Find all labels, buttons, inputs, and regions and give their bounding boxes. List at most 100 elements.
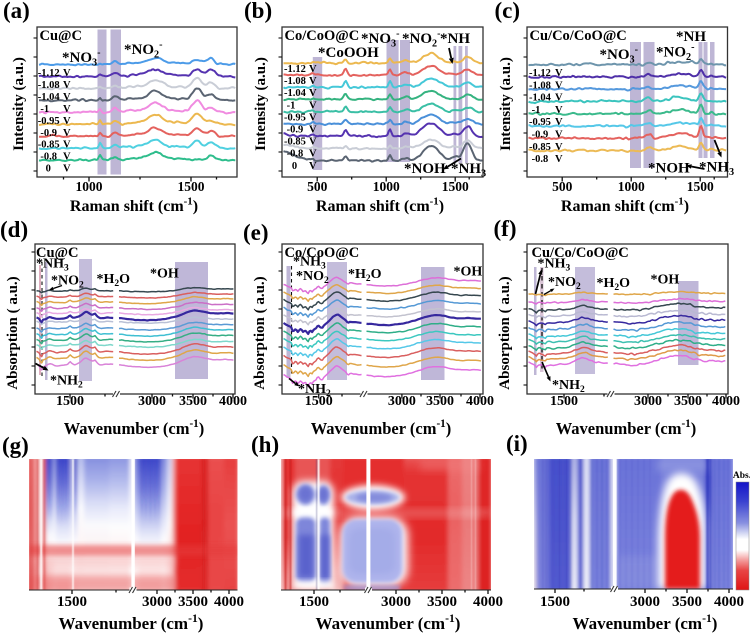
svg-text:3500: 3500 <box>426 394 454 409</box>
svg-text:*NH: *NH <box>440 31 470 47</box>
svg-text:Co/CoO@C: Co/CoO@C <box>285 28 360 44</box>
svg-text:Absorption ( a.u.): Absorption ( a.u.) <box>252 276 268 389</box>
svg-text:Raman shift (cm-1): Raman shift (cm-1) <box>561 195 689 215</box>
svg-text:1000: 1000 <box>618 179 645 194</box>
svg-text:-0.85V: -0.85 V <box>529 142 563 153</box>
svg-text:(h): (h) <box>251 432 279 457</box>
svg-text:*NO3-: *NO3- <box>361 29 400 50</box>
svg-text:Cu/Co/CoO@C: Cu/Co/CoO@C <box>530 28 627 44</box>
svg-text:(d): (d) <box>0 217 28 242</box>
svg-text:1500: 1500 <box>550 394 578 409</box>
svg-text:1500: 1500 <box>178 179 205 194</box>
svg-text:Wavenumber (cm-1): Wavenumber (cm-1) <box>64 418 205 438</box>
svg-text:Wavenumber (cm-1): Wavenumber (cm-1) <box>573 612 718 633</box>
svg-text:*NH3: *NH3 <box>451 161 486 179</box>
svg-text:*NO2: *NO2 <box>548 275 581 292</box>
svg-text:*NH2: *NH2 <box>298 382 331 399</box>
svg-text:3500: 3500 <box>178 594 208 610</box>
svg-text:*NH3: *NH3 <box>699 160 734 178</box>
svg-text:3000: 3000 <box>142 594 172 610</box>
svg-text:3000: 3000 <box>381 594 411 610</box>
svg-text:(g): (g) <box>2 433 29 458</box>
svg-text:Wavenumber (cm-1): Wavenumber (cm-1) <box>311 418 452 438</box>
svg-text:Absorption ( a.u.): Absorption ( a.u.) <box>5 276 21 389</box>
svg-text:-1.08V: -1.08 V <box>284 76 317 87</box>
svg-text:Intensity (a.u.): Intensity (a.u.) <box>498 57 514 151</box>
svg-text:-0.9V: -0.9 V <box>38 128 71 139</box>
svg-text:(a): (a) <box>3 0 30 23</box>
svg-text:*H2O: *H2O <box>348 267 382 284</box>
svg-text:*NO2-: *NO2- <box>124 40 163 61</box>
svg-text:*OH: *OH <box>454 265 483 280</box>
svg-text:3500: 3500 <box>674 394 702 409</box>
svg-text:Raman shift (cm-1): Raman shift (cm-1) <box>70 195 198 215</box>
svg-text:1500: 1500 <box>687 179 714 194</box>
svg-text:*CoOOH: *CoOOH <box>318 45 379 61</box>
svg-text:4000: 4000 <box>473 594 503 610</box>
svg-text:-1.08V: -1.08 V <box>38 80 71 91</box>
svg-text:Wavenumber (cm-1): Wavenumber (cm-1) <box>556 418 697 438</box>
svg-text:*H2O: *H2O <box>97 272 131 289</box>
svg-text:Cu/Co/CoO@C: Cu/Co/CoO@C <box>532 245 629 261</box>
svg-text:-1V: -1 V <box>529 105 563 116</box>
svg-text:Abs.: Abs. <box>733 471 750 481</box>
svg-text:*NO2: *NO2 <box>51 274 84 291</box>
svg-text:-0.95V: -0.95 V <box>284 112 317 123</box>
svg-text:*NOH: *NOH <box>404 161 446 177</box>
svg-text:*H2O: *H2O <box>597 276 631 293</box>
svg-text:*OH: *OH <box>150 267 179 282</box>
svg-text:Intensity (a.u.): Intensity (a.u.) <box>253 57 269 151</box>
svg-text:-0.9V: -0.9 V <box>284 125 317 136</box>
svg-text:-1.04V: -1.04 V <box>529 93 563 104</box>
svg-text:-0.9V: -0.9 V <box>529 130 563 141</box>
svg-text:1500: 1500 <box>540 594 570 610</box>
svg-text:*NO3-: *NO3- <box>600 45 639 66</box>
svg-text:*NH2: *NH2 <box>50 374 83 391</box>
svg-text:Wavenumber (cm-1): Wavenumber (cm-1) <box>59 612 204 633</box>
svg-text:-0.85V: -0.85 V <box>38 140 71 151</box>
svg-text:-1.12V: -1.12 V <box>284 64 317 75</box>
svg-text:-0.8V: -0.8 V <box>38 152 71 163</box>
svg-text:-1.12V: -1.12 V <box>38 68 71 79</box>
svg-text:-1.04V: -1.04 V <box>284 88 317 99</box>
svg-text:Raman shift (cm-1): Raman shift (cm-1) <box>316 195 444 215</box>
svg-text:500: 500 <box>307 179 328 194</box>
svg-text:1000: 1000 <box>373 179 400 194</box>
svg-text:-1.12V: -1.12 V <box>529 68 563 79</box>
svg-text:500: 500 <box>552 179 573 194</box>
svg-text:*NH: *NH <box>676 29 706 45</box>
svg-text:0V: 0V <box>38 164 71 175</box>
svg-text:-1.04V: -1.04 V <box>38 92 71 103</box>
svg-text:-0.95V: -0.95 V <box>529 117 563 128</box>
svg-text:0V: 0V <box>284 161 317 172</box>
svg-text:-0.95V: -0.95 V <box>38 116 71 127</box>
svg-text:*NH2: *NH2 <box>552 378 585 395</box>
svg-text:Cu@C: Cu@C <box>40 28 83 44</box>
svg-text:3500: 3500 <box>179 394 207 409</box>
svg-text:*NO2-: *NO2- <box>656 42 695 63</box>
svg-text:(b): (b) <box>244 0 272 23</box>
svg-text:-0.8V: -0.8 V <box>529 154 563 165</box>
svg-text:1500: 1500 <box>56 394 84 409</box>
svg-text:-0.85V: -0.85 V <box>284 137 317 148</box>
svg-text:3500: 3500 <box>427 594 457 610</box>
svg-text:(e): (e) <box>243 220 269 245</box>
svg-text:-1V: -1 V <box>284 100 317 111</box>
svg-text:Intensity (a.u.): Intensity (a.u.) <box>11 57 27 151</box>
svg-text:(c): (c) <box>495 0 521 23</box>
svg-text:4000: 4000 <box>466 394 494 409</box>
svg-text:1500: 1500 <box>299 594 329 610</box>
svg-text:1500: 1500 <box>305 394 333 409</box>
svg-text:Cu@C: Cu@C <box>36 245 79 261</box>
svg-text:3000: 3000 <box>138 394 166 409</box>
svg-text:*NH3: *NH3 <box>293 255 326 272</box>
svg-text:*NO3-: *NO3- <box>62 48 101 69</box>
svg-text:(f): (f) <box>494 216 517 241</box>
svg-text:-0.8V: -0.8 V <box>284 149 317 160</box>
svg-text:*NO2: *NO2 <box>296 269 329 286</box>
svg-text:3500: 3500 <box>672 594 702 610</box>
svg-text:3000: 3000 <box>634 394 662 409</box>
svg-text:1500: 1500 <box>57 594 87 610</box>
svg-text:3000: 3000 <box>630 594 660 610</box>
svg-text:*NOH: *NOH <box>648 161 690 177</box>
